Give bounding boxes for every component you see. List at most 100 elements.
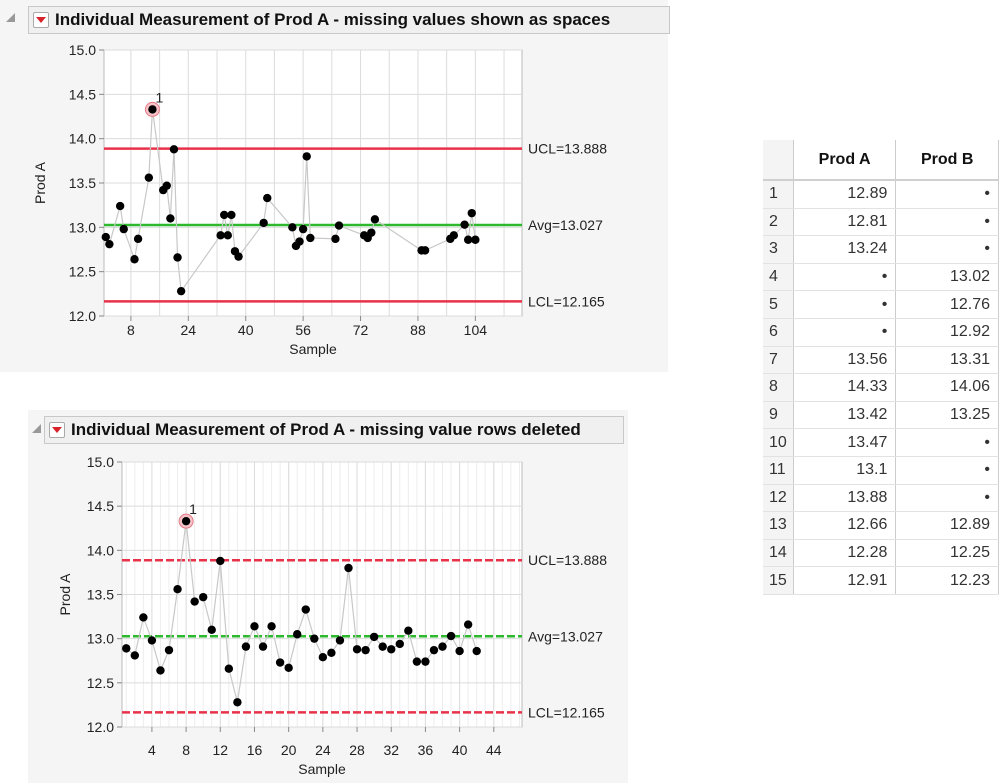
- red-triangle-menu-icon[interactable]: [33, 12, 49, 28]
- cell-prod-b[interactable]: 12.89: [895, 511, 999, 540]
- red-triangle-menu-icon[interactable]: [49, 422, 65, 438]
- row-number[interactable]: 1: [763, 180, 794, 209]
- data-point: [301, 605, 310, 614]
- row-number[interactable]: 5: [763, 290, 794, 319]
- y-tick-label: 13.5: [69, 175, 96, 191]
- cell-prod-b[interactable]: •: [895, 180, 999, 209]
- lcl-label: LCL=12.165: [528, 293, 605, 309]
- table-row[interactable]: 3 13.24 •: [763, 235, 999, 264]
- data-point: [259, 218, 268, 228]
- data-point: [344, 563, 353, 573]
- table-row[interactable]: 7 13.56 13.31: [763, 346, 999, 375]
- data-point: [293, 630, 302, 639]
- data-point: [147, 636, 157, 645]
- data-point: [284, 663, 293, 673]
- row-number[interactable]: 13: [763, 511, 794, 540]
- cell-prod-a[interactable]: 13.47: [793, 428, 897, 457]
- row-number[interactable]: 9: [763, 401, 794, 430]
- row-number[interactable]: 11: [763, 456, 794, 485]
- row-number[interactable]: 10: [763, 428, 794, 457]
- cell-prod-b[interactable]: 12.76: [895, 290, 999, 319]
- cell-prod-b[interactable]: •: [895, 428, 999, 457]
- data-point: [144, 173, 154, 182]
- cell-prod-a[interactable]: 13.88: [793, 484, 897, 513]
- table-row[interactable]: 6 • 12.92: [763, 318, 999, 347]
- table-row[interactable]: 2 12.81 •: [763, 208, 999, 237]
- table-row[interactable]: 5 • 12.76: [763, 290, 999, 319]
- cell-prod-b[interactable]: 14.06: [895, 373, 999, 402]
- data-point: [258, 642, 268, 651]
- cell-prod-b[interactable]: •: [895, 208, 999, 237]
- data-point: [295, 237, 304, 246]
- table-row[interactable]: 11 13.1 •: [763, 456, 999, 485]
- data-point: [101, 232, 110, 242]
- x-tick-label: 24: [315, 742, 331, 758]
- cell-prod-b[interactable]: •: [895, 456, 999, 485]
- cell-prod-a[interactable]: •: [793, 318, 897, 347]
- cell-prod-a[interactable]: 13.24: [793, 235, 897, 264]
- disclosure-icon[interactable]: [32, 424, 41, 433]
- cell-prod-b[interactable]: 12.25: [895, 539, 999, 568]
- x-tick-label: 104: [464, 322, 488, 338]
- x-tick-label: 56: [295, 322, 311, 338]
- data-point: [122, 644, 131, 653]
- table-row[interactable]: 14 12.28 12.25: [763, 539, 999, 568]
- y-tick-label: 12.5: [69, 264, 96, 280]
- data-point: [105, 239, 114, 249]
- cell-prod-a[interactable]: •: [793, 263, 897, 292]
- row-number[interactable]: 15: [763, 566, 794, 595]
- cell-prod-b[interactable]: •: [895, 235, 999, 264]
- cell-prod-b[interactable]: 12.23: [895, 566, 999, 595]
- x-tick-label: 44: [486, 742, 502, 758]
- cell-prod-a[interactable]: 12.28: [793, 539, 897, 568]
- row-number[interactable]: 14: [763, 539, 794, 568]
- table-row[interactable]: 8 14.33 14.06: [763, 373, 999, 402]
- cell-prod-a[interactable]: 13.1: [793, 456, 897, 485]
- cell-prod-a[interactable]: 12.66: [793, 511, 897, 540]
- cell-prod-a[interactable]: 13.42: [793, 401, 897, 430]
- data-point: [216, 231, 225, 240]
- data-point: [302, 152, 311, 161]
- x-tick-label: 40: [238, 322, 254, 338]
- table-row[interactable]: 13 12.66 12.89: [763, 511, 999, 540]
- cell-prod-b[interactable]: 12.92: [895, 318, 999, 347]
- data-point: [130, 651, 140, 660]
- y-tick-label: 14.5: [87, 498, 114, 514]
- cell-prod-a[interactable]: 14.33: [793, 373, 897, 402]
- table-row[interactable]: 15 12.91 12.23: [763, 566, 999, 595]
- cell-prod-a[interactable]: 13.56: [793, 346, 897, 375]
- x-tick-label: 12: [213, 742, 229, 758]
- table-row[interactable]: 9 13.42 13.25: [763, 401, 999, 430]
- row-number[interactable]: 7: [763, 346, 794, 375]
- row-number[interactable]: 12: [763, 484, 794, 513]
- cell-prod-a[interactable]: 12.81: [793, 208, 897, 237]
- table-row[interactable]: 1 12.89 •: [763, 180, 999, 209]
- column-header-prod-a[interactable]: Prod A: [793, 140, 897, 181]
- cell-prod-a[interactable]: •: [793, 290, 897, 319]
- cell-prod-b[interactable]: •: [895, 484, 999, 513]
- x-axis-label: Sample: [289, 341, 337, 357]
- row-header-corner[interactable]: [763, 140, 794, 181]
- cell-prod-a[interactable]: 12.91: [793, 566, 897, 595]
- disclosure-icon[interactable]: [6, 13, 15, 22]
- table-row[interactable]: 4 • 13.02: [763, 263, 999, 292]
- row-number[interactable]: 3: [763, 235, 794, 264]
- row-number[interactable]: 2: [763, 208, 794, 237]
- column-header-prod-b[interactable]: Prod B: [895, 140, 999, 181]
- row-number[interactable]: 8: [763, 373, 794, 402]
- cell-prod-b[interactable]: 13.25: [895, 401, 999, 430]
- row-number[interactable]: 4: [763, 263, 794, 292]
- data-point: [130, 255, 139, 264]
- cell-prod-b[interactable]: 13.02: [895, 263, 999, 292]
- table-row[interactable]: 12 13.88 •: [763, 484, 999, 513]
- cell-prod-a[interactable]: 12.89: [793, 180, 897, 209]
- table-row[interactable]: 10 13.47 •: [763, 428, 999, 457]
- cell-prod-b[interactable]: 13.31: [895, 346, 999, 375]
- data-point: [227, 210, 236, 220]
- data-point: [421, 657, 430, 666]
- data-point: [471, 235, 480, 244]
- y-tick-label: 12.0: [69, 308, 96, 324]
- data-point: [429, 645, 439, 655]
- row-number[interactable]: 6: [763, 318, 794, 347]
